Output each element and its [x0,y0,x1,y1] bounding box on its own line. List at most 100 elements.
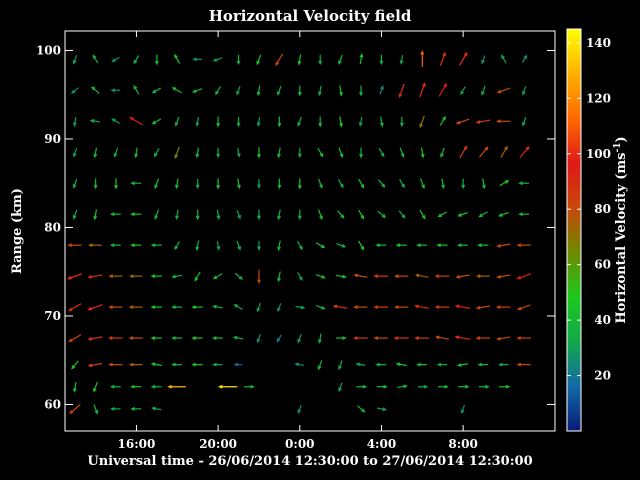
vector-shaft [497,274,511,278]
vector-head [216,246,221,251]
vector-shaft [318,360,323,370]
vector-head [318,60,323,66]
velocity-vector [257,178,261,189]
velocity-vector [72,178,78,189]
vector-shaft [482,178,485,188]
velocity-vector [475,336,491,341]
vector-head [72,153,77,158]
vector-head [478,213,483,218]
colorbar-label-exponent: -1 [613,143,623,153]
vector-shaft [215,86,221,95]
velocity-vector [419,115,425,129]
velocity-vector [212,273,223,280]
vector-shaft [71,360,79,369]
vector-head [72,184,77,189]
velocity-vector [516,336,531,341]
vector-head [420,153,425,159]
velocity-vector [496,274,511,279]
velocity-vector [373,305,389,310]
velocity-vector [420,147,425,159]
velocity-vector [295,305,306,310]
vector-shaft [94,147,98,157]
velocity-vector [439,51,446,66]
vector-head [129,274,134,279]
y-axis-label: Range (km) [10,188,25,274]
velocity-vector [460,86,466,96]
vector-head [237,246,241,251]
vector-head [216,215,221,220]
vector-head [525,145,530,151]
vector-shaft [335,274,346,278]
vector-head [130,243,135,248]
vector-head [339,91,343,97]
vector-head [477,243,482,248]
vector-head [373,336,379,341]
vector-head [237,214,241,220]
vector-head [150,243,156,248]
vector-shaft [481,85,486,95]
velocity-vector [297,240,303,251]
vector-head [414,304,419,309]
velocity-vector [257,240,261,251]
velocity-vector [92,54,99,64]
vector-head [521,91,526,96]
velocity-vector [191,336,203,341]
vector-head [463,51,468,57]
vector-head [339,153,344,159]
vector-head [518,212,523,217]
velocity-vector [375,362,387,367]
velocity-vector [379,85,384,95]
vector-head [360,184,365,189]
vector-shaft [517,273,532,280]
vector-shaft [377,210,386,218]
vector-shaft [236,240,241,250]
vector-head [421,215,426,220]
vector-head [167,384,172,389]
vector-head [108,336,113,341]
vector-head [151,89,157,94]
vector-head [277,307,281,313]
velocity-vector [317,147,324,158]
velocity-vector [461,178,466,190]
vector-shaft [295,305,305,309]
velocity-vector [109,212,121,217]
vector-shaft [377,407,386,411]
vector-shaft [172,87,182,94]
vector-shaft [193,88,203,93]
vector-head [90,86,96,91]
vector-head [175,184,179,190]
y-tick-label: 60 [44,397,61,411]
vector-shaft [174,240,181,250]
velocity-vector [317,360,323,371]
vector-head [420,50,425,55]
vector-shaft [256,54,262,65]
vector-head [93,153,98,159]
velocity-vector [440,147,445,158]
velocity-vector [378,148,385,158]
vector-head [151,406,156,411]
velocity-vector [297,404,302,414]
vector-head [212,275,218,280]
velocity-vector [457,243,468,248]
vector-shaft [68,303,82,312]
vector-shaft [172,274,183,278]
colorbar-label-main: Horizontal Velocity (ms [614,153,629,324]
vector-head [297,60,302,66]
velocity-vector [216,178,221,190]
vector-head [496,243,501,248]
vector-head [297,122,301,127]
vector-shaft [337,179,344,188]
vector-head [130,212,135,217]
velocity-vector [151,406,162,411]
vector-head [504,145,508,151]
velocity-vector [359,53,364,65]
vector-shaft [237,178,240,188]
vector-shaft [420,147,424,158]
vector-shaft [175,116,180,126]
velocity-vector [317,333,322,344]
vector-head [395,243,401,248]
vector-head [440,153,444,158]
vector-head [419,123,423,129]
vector-head [150,362,156,367]
vector-head [341,243,347,248]
